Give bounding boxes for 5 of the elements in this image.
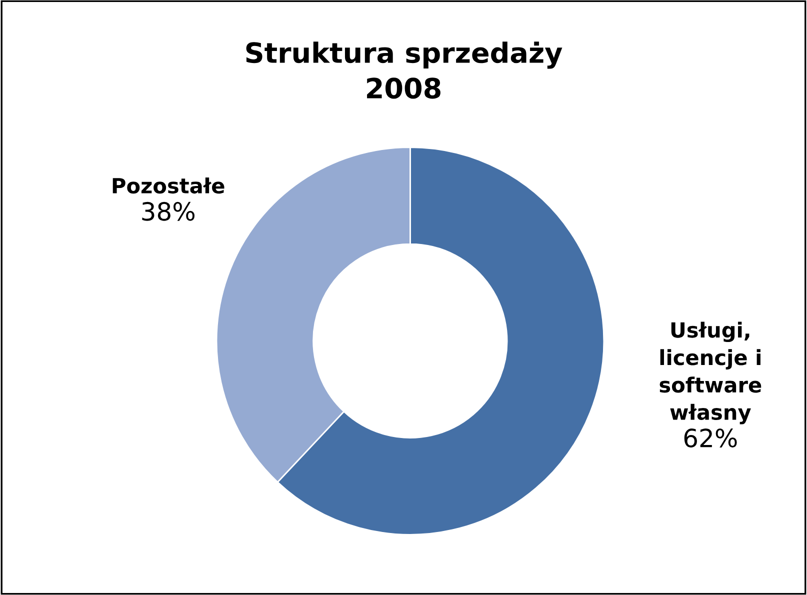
slice-label: Pozostałe (112, 177, 224, 194)
chart-title: Struktura sprzedaży 2008 (246, 42, 562, 99)
slice-label: Usługi, licencje i software własny (660, 322, 762, 424)
data-label: 38% (142, 202, 194, 221)
data-label: 62% (684, 428, 737, 448)
